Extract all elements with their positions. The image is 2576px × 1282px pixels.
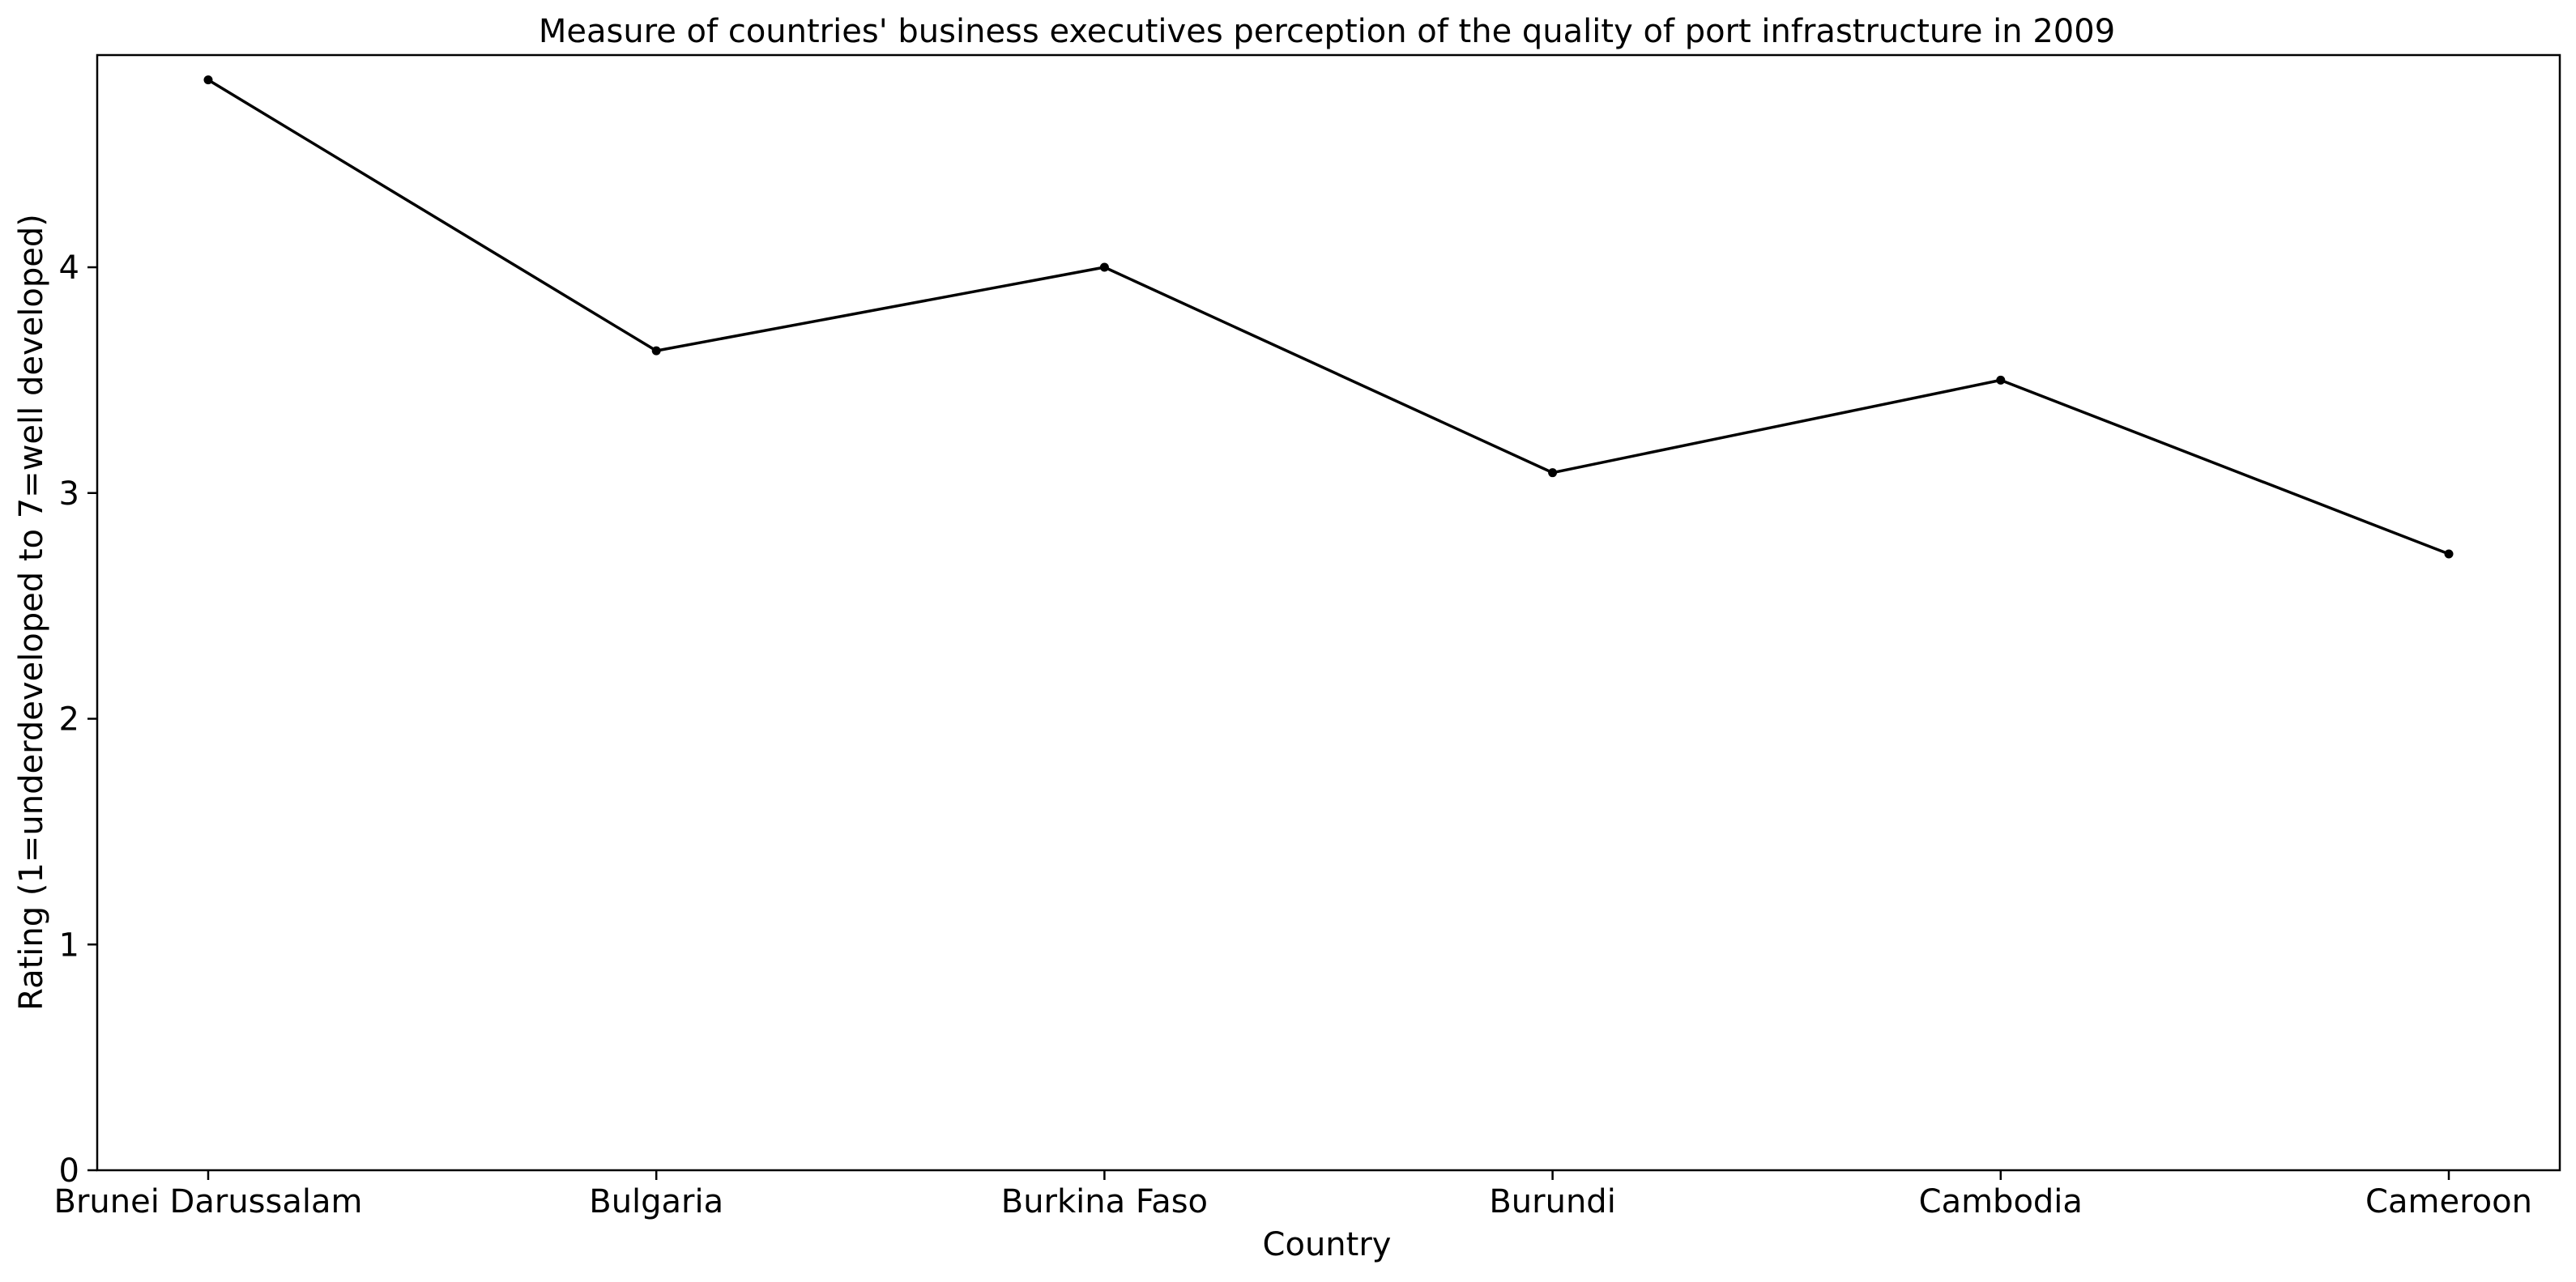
y-tick-label: 1 [59, 926, 79, 964]
plot-area [96, 53, 2561, 1172]
data-point [1099, 262, 1109, 272]
y-tick-label: 4 [59, 249, 79, 287]
x-tick-label: Burkina Faso [1001, 1183, 1208, 1220]
data-point [203, 75, 213, 85]
x-tick-label: Burundi [1489, 1183, 1615, 1220]
series-line-group [203, 75, 2454, 559]
data-point [651, 346, 661, 356]
x-tick-label: Cambodia [1919, 1183, 2083, 1220]
x-tick-label: Bulgaria [589, 1183, 723, 1220]
data-point [1996, 375, 2006, 385]
y-axis-label: Rating (1=underdeveloped to 7=well devel… [13, 214, 50, 1011]
series-line [207, 79, 2450, 556]
chart-title: Measure of countries' business executive… [539, 13, 2115, 50]
y-tick-label: 2 [59, 701, 79, 739]
x-tick-label: Brunei Darussalam [54, 1183, 363, 1220]
x-tick-label: Cameroon [2365, 1183, 2532, 1220]
y-axis: 0 1 2 3 4 [59, 249, 97, 1190]
data-point [1548, 468, 1558, 478]
y-tick-label: 0 [59, 1152, 79, 1190]
data-point [2444, 549, 2454, 559]
x-axis: Brunei Darussalam Bulgaria Burkina Faso Bur… [54, 1170, 2532, 1220]
x-axis-label: Country [1263, 1226, 1392, 1263]
y-tick-label: 3 [59, 475, 79, 513]
